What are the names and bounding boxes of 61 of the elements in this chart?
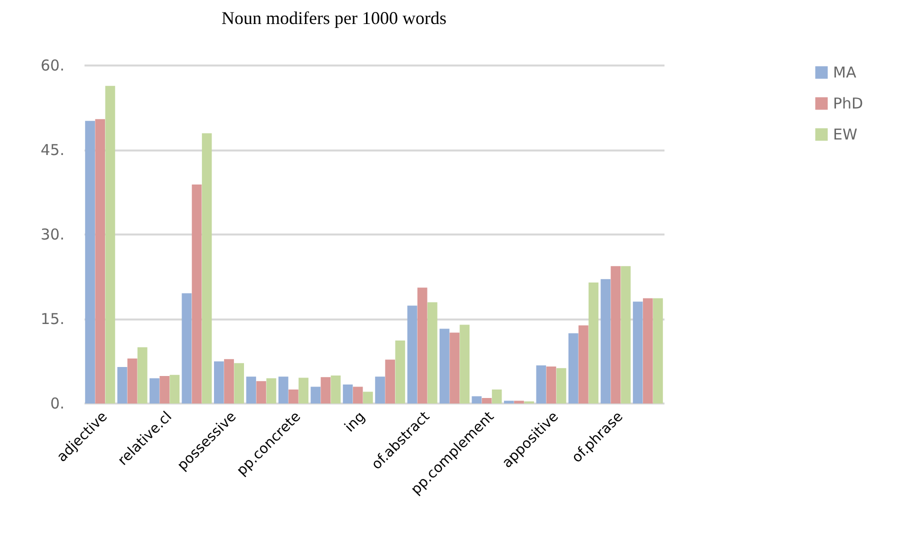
bar (266, 378, 276, 404)
bar (310, 386, 321, 404)
bar (214, 361, 224, 404)
y-tick-label: 0. (50, 394, 64, 412)
bar (95, 119, 106, 404)
bar (117, 367, 128, 404)
bar (440, 328, 450, 404)
bar (85, 120, 95, 404)
bar (127, 358, 138, 404)
bar (568, 333, 578, 404)
bar (137, 347, 148, 404)
bar (352, 386, 363, 404)
bar (150, 378, 160, 404)
bar (632, 302, 643, 404)
bar (653, 298, 663, 404)
legend-label: PhD (833, 94, 864, 112)
bar (492, 390, 502, 404)
bar (417, 288, 428, 404)
y-tick-label: 30. (40, 226, 64, 244)
bar (556, 368, 566, 404)
bar (160, 376, 170, 404)
bar (578, 325, 588, 404)
bar (330, 375, 341, 404)
bar (320, 377, 331, 404)
bar (536, 365, 546, 404)
bar (472, 396, 482, 404)
bar (395, 340, 406, 404)
bar (460, 324, 470, 404)
legend-label: EW (833, 126, 858, 144)
y-tick-label: 60. (40, 56, 64, 74)
chart-title: Noun modifers per 1000 words (222, 8, 446, 28)
bar (298, 378, 308, 404)
bar (256, 381, 266, 404)
bar (482, 398, 492, 404)
bar (224, 359, 234, 404)
x-tick-label: ing (342, 408, 368, 436)
bar (600, 279, 611, 404)
bar (620, 266, 631, 404)
bar (105, 86, 116, 404)
bar (427, 302, 438, 404)
bar (182, 293, 192, 404)
y-tick-label: 45. (40, 141, 64, 159)
bar (288, 390, 298, 404)
bar (375, 376, 385, 404)
bar (342, 384, 353, 404)
bar (588, 282, 598, 404)
bar (546, 366, 556, 404)
legend-label: MA (833, 64, 857, 82)
bar (246, 376, 256, 404)
bar (234, 363, 244, 404)
bar (450, 332, 460, 404)
bar (610, 266, 621, 404)
bar (363, 392, 373, 404)
bar (385, 360, 396, 404)
bar (642, 298, 653, 404)
bar (407, 306, 418, 404)
bar (170, 374, 180, 404)
bar (192, 184, 202, 404)
bar (278, 376, 288, 404)
bar (202, 133, 212, 404)
y-tick-label: 15. (40, 310, 64, 328)
